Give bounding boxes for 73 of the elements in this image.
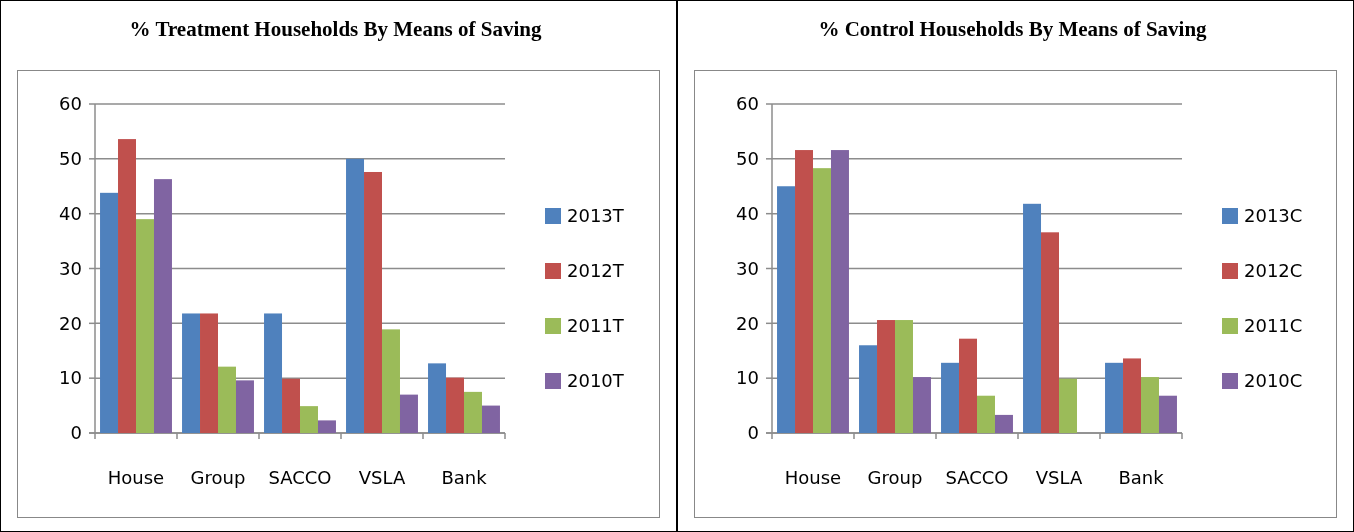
y-tick-label: 20 [736, 312, 759, 334]
legend-label: 2010C [1244, 370, 1303, 392]
bar [218, 366, 236, 433]
bar [941, 362, 960, 433]
bar [264, 313, 283, 433]
bar [364, 171, 382, 433]
x-tick-label: Bank [441, 467, 488, 489]
legend-label: 2010T [567, 370, 625, 392]
x-tick-label: House [107, 467, 165, 489]
y-tick-label: 20 [59, 312, 82, 334]
legend-label: 2013T [567, 205, 625, 227]
bar [1059, 378, 1077, 433]
x-tick-label: Group [190, 467, 246, 489]
bar [118, 139, 136, 433]
bar [282, 378, 300, 433]
y-tick-label: 30 [736, 257, 759, 279]
bar [1158, 395, 1177, 433]
y-tick-label: 0 [70, 422, 82, 444]
bar [859, 345, 878, 433]
y-tick-label: 0 [747, 422, 759, 444]
bar [300, 406, 318, 433]
bar [428, 363, 447, 433]
bar [994, 414, 1013, 433]
y-tick-label: 60 [736, 93, 759, 115]
x-tick-label: House [784, 467, 842, 489]
bar [1123, 358, 1141, 433]
legend-label: 2012T [567, 260, 625, 282]
bar [235, 380, 254, 433]
x-tick-label: Group [867, 467, 923, 489]
chart-title: % Control Households By Means of Saving [818, 17, 1208, 41]
bar [200, 313, 218, 433]
bar [153, 179, 172, 433]
y-tick-label: 10 [59, 367, 82, 389]
bar [382, 329, 400, 433]
chart-title: % Treatment Households By Means of Saving [129, 17, 542, 41]
bar [136, 219, 154, 433]
legend-label: 2011C [1244, 315, 1303, 337]
bar [1023, 203, 1042, 433]
y-tick-label: 50 [59, 148, 82, 170]
bar [317, 420, 336, 433]
x-tick-label: VSLA [1035, 467, 1083, 489]
y-tick-label: 40 [736, 202, 759, 224]
bar [399, 394, 418, 433]
bar [1105, 362, 1124, 433]
x-tick-label: Bank [1118, 467, 1165, 489]
bar [895, 320, 913, 433]
legend-label: 2013C [1244, 205, 1303, 227]
bar [1041, 232, 1059, 433]
bar [464, 391, 482, 433]
x-tick-label: VSLA [358, 467, 406, 489]
bar [977, 395, 995, 433]
legend-label: 2011T [567, 315, 625, 337]
y-tick-label: 60 [59, 93, 82, 115]
bar [813, 168, 831, 433]
bar [346, 158, 365, 433]
x-tick-label: SACCO [945, 467, 1009, 489]
bar [446, 377, 464, 433]
x-tick-label: SACCO [268, 467, 332, 489]
bar [1141, 377, 1159, 433]
y-tick-label: 30 [59, 257, 82, 279]
bar [795, 150, 813, 433]
legend-label: 2012C [1244, 260, 1303, 282]
bar [481, 405, 500, 433]
bar [959, 338, 977, 433]
bar [912, 377, 931, 433]
bar [877, 320, 895, 433]
y-tick-label: 40 [59, 202, 82, 224]
bar [777, 186, 796, 433]
bar [100, 192, 119, 433]
y-tick-label: 10 [736, 367, 759, 389]
bar [182, 313, 201, 433]
bar [830, 150, 849, 433]
y-tick-label: 50 [736, 148, 759, 170]
